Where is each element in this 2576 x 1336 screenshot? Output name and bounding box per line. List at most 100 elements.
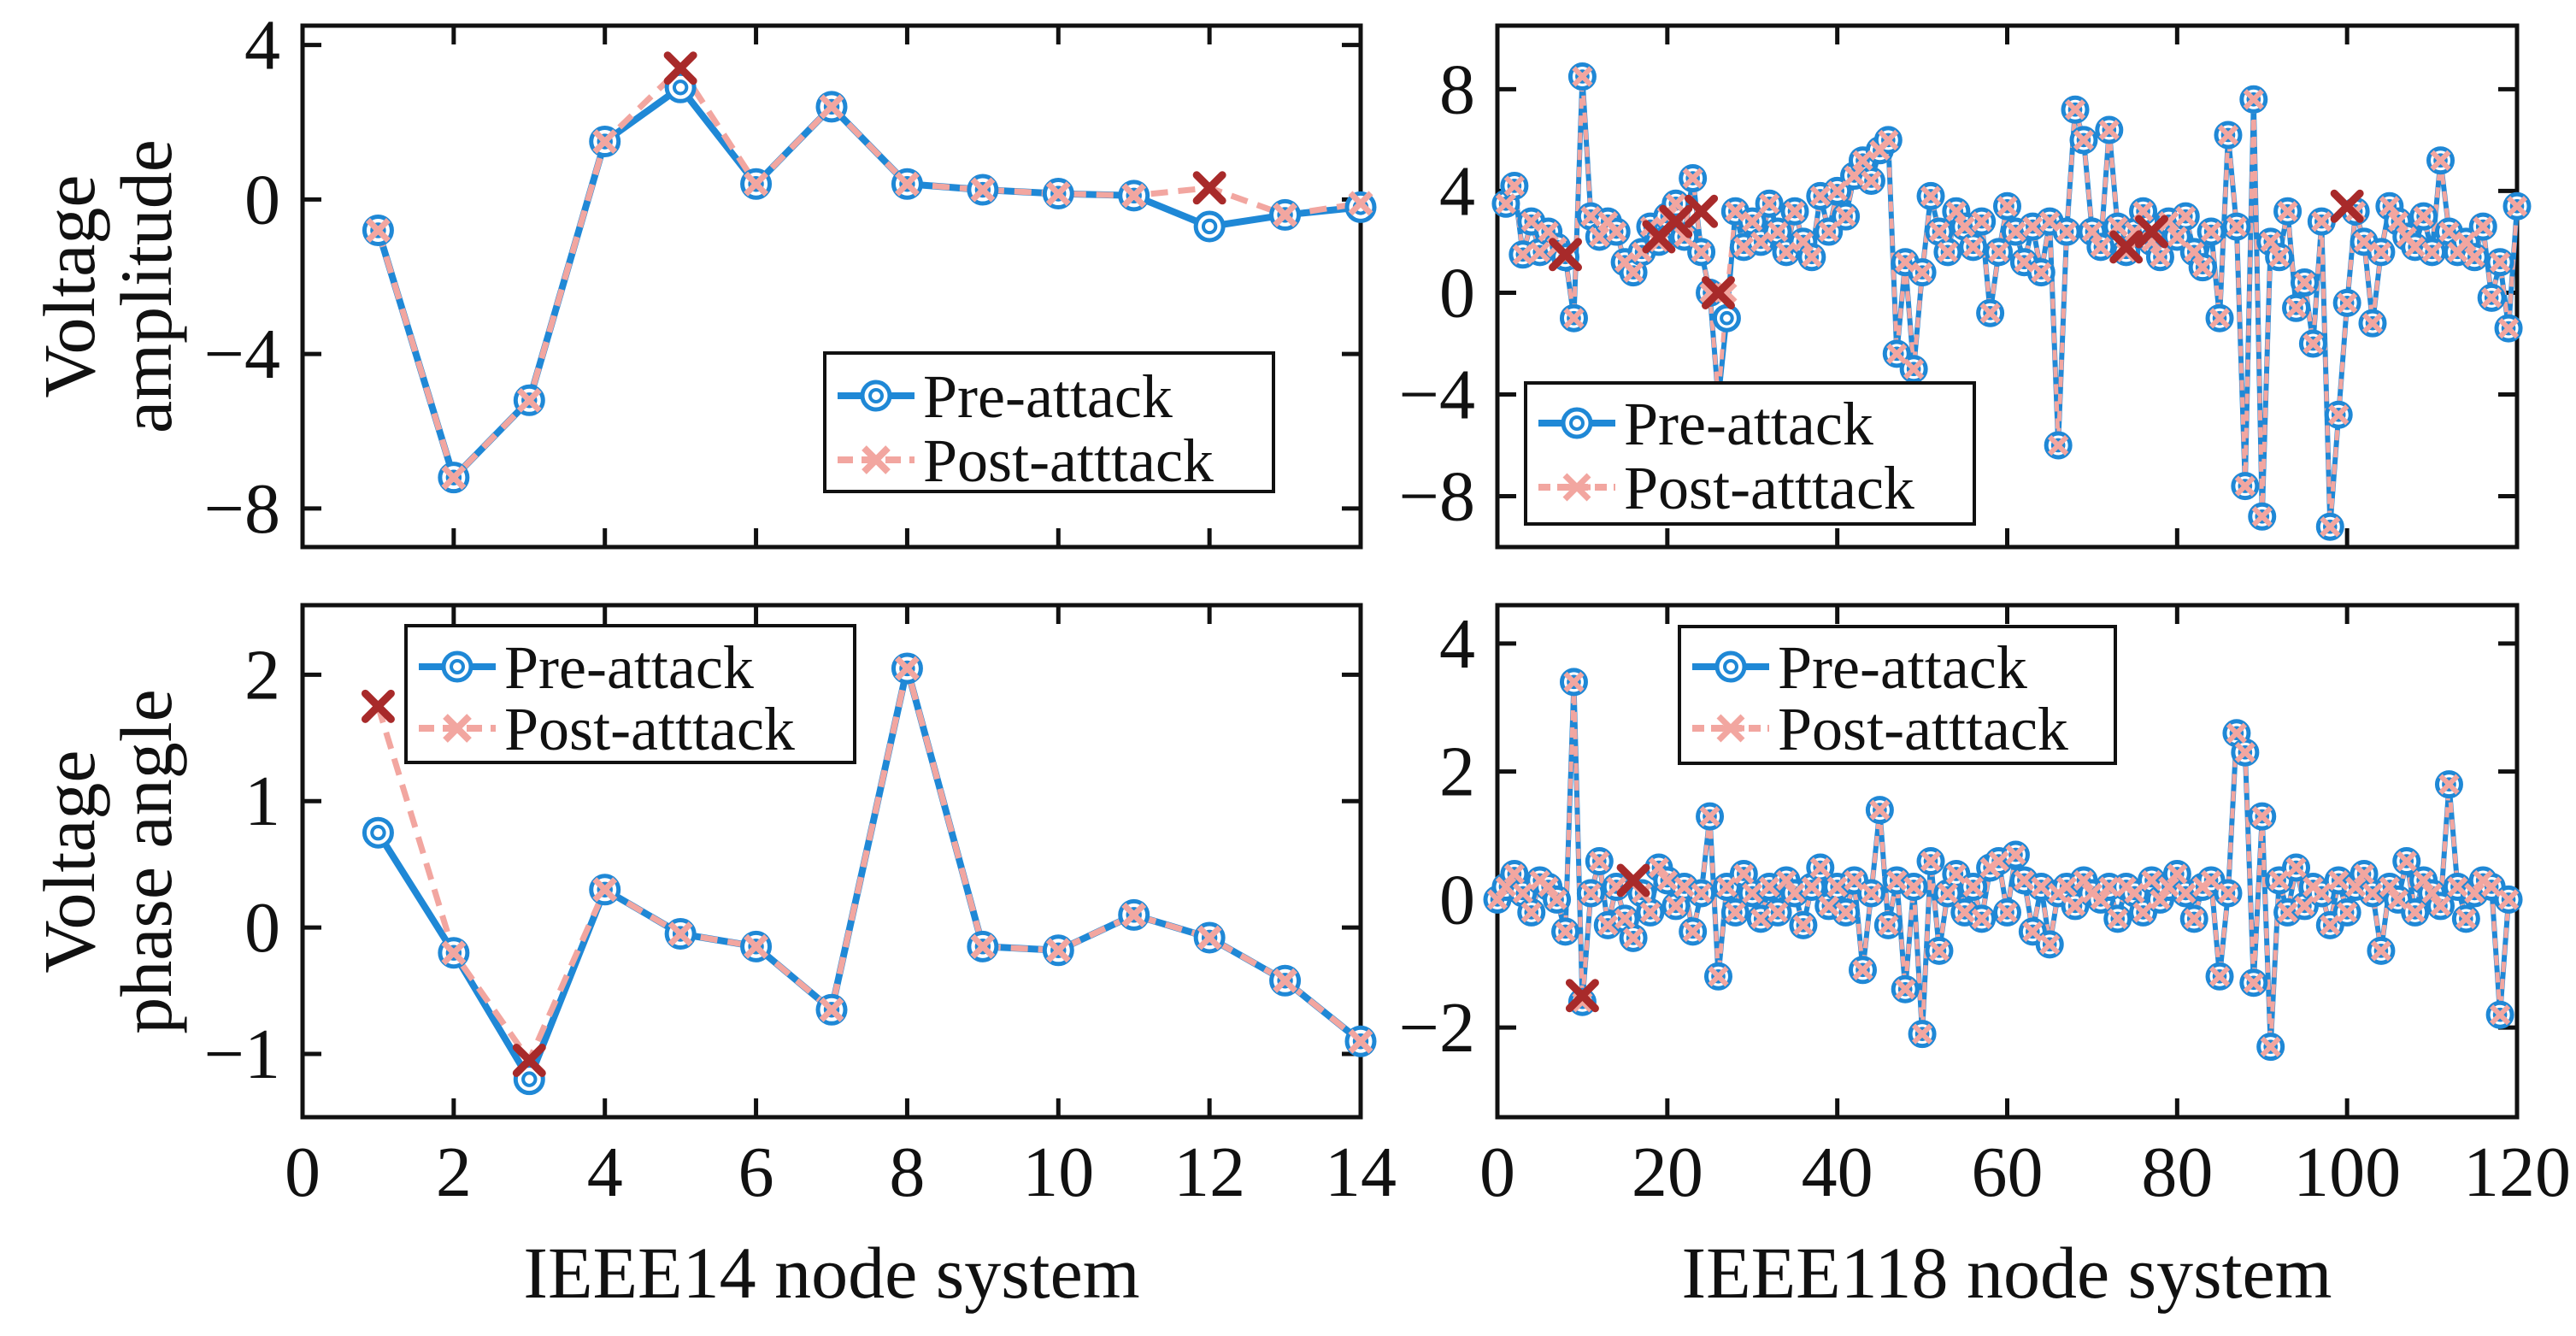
pre-attack-point-inner <box>1991 244 2006 260</box>
post-attack-point <box>1614 908 1636 930</box>
pre-attack-point-inner <box>2501 321 2516 336</box>
post-attack-point <box>1750 231 1772 253</box>
pre-attack-point-inner <box>1796 918 1811 933</box>
post-attack-point <box>1988 850 2009 872</box>
post-attack-point <box>2489 1004 2511 1026</box>
post-attack-point <box>2039 211 2061 232</box>
post-attack-point <box>1699 805 1720 827</box>
post-attack-point <box>1792 231 1814 253</box>
attacked-point-marker <box>1565 979 1599 1013</box>
pre-attack-point-inner <box>2306 336 2320 351</box>
pre-attack-point-inner <box>1804 880 1820 894</box>
pre-attack-point-inner <box>2297 275 2312 290</box>
post-attack-point <box>2260 1036 2281 1057</box>
post-attack-point <box>1928 221 1950 243</box>
pre-attack-point-inner <box>1932 944 1947 958</box>
y-tick-label: 2 <box>244 635 280 715</box>
post-attack-point <box>2328 869 2350 892</box>
post-attack-point <box>1886 869 1908 892</box>
panel-ieee14-angle: 210−1 0 2 4 6 8 10 12 14 Voltage phase angle IE… <box>28 603 1397 1314</box>
pre-attack-point-inner <box>1983 305 1997 321</box>
legend-pre-marker <box>1561 407 1593 439</box>
pre-attack-point-inner <box>672 79 689 96</box>
post-attack-point <box>1954 215 1975 238</box>
post-attack-point <box>1945 863 1967 885</box>
post-attack-point <box>1809 856 1831 879</box>
pre-attack-point-inner <box>2255 809 2270 824</box>
post-attack-point <box>2379 196 2401 217</box>
legend-post-marker <box>443 714 472 743</box>
pre-attack-point-inner <box>2365 315 2380 331</box>
pre-attack-point-inner <box>2356 234 2372 250</box>
pre-attack-point-inner <box>1838 209 1853 224</box>
post-attack-point <box>1801 876 1822 898</box>
pre-attack-point-inner <box>1923 854 1938 868</box>
post-attack-point <box>2048 434 2069 456</box>
y-tick-label: −8 <box>1399 456 1475 536</box>
x-tick-label: 12 <box>1173 1133 1245 1212</box>
post-attack-point <box>1861 170 1882 191</box>
pre-attack-point-inner <box>1703 809 1717 824</box>
legend-box <box>404 624 856 764</box>
post-attack-point <box>2226 215 2248 238</box>
post-attack-point <box>2208 966 2231 987</box>
post-attack-point <box>1273 202 1298 227</box>
post-attack-point <box>1725 201 1746 222</box>
x-tick-label: 14 <box>1325 1133 1397 1212</box>
post-attack-point <box>2285 297 2307 319</box>
pre-attack-point-inner <box>1685 924 1700 939</box>
post-attack-point <box>2150 246 2171 268</box>
pre-attack-point-inner <box>1897 255 1913 270</box>
pre-attack-point-inner <box>1761 196 1777 211</box>
post-attack-point <box>365 218 391 243</box>
pre-attack-point-inner <box>823 1002 840 1018</box>
y-tick-label: 4 <box>1439 604 1475 684</box>
legend-label-pre: Pre-attack <box>923 362 1173 431</box>
post-attack-point <box>1529 241 1550 262</box>
attacked-point-marker <box>1192 171 1226 205</box>
post-attack-point <box>819 997 844 1022</box>
post-attack-point <box>1801 246 1822 268</box>
post-attack-point <box>2107 908 2128 930</box>
post-attack-point <box>1622 927 1644 949</box>
post-attack-point <box>2192 256 2214 278</box>
post-attack-point <box>2243 89 2264 110</box>
post-attack-point <box>2175 206 2197 227</box>
pre-attack-point-inner <box>2212 310 2227 326</box>
post-attack-point <box>1844 165 1865 186</box>
post-attack-point <box>1725 902 1746 923</box>
pre-attack-point-inner <box>1974 911 1989 927</box>
legend-post-marker <box>1562 473 1591 502</box>
post-attack-point <box>2353 863 2375 885</box>
post-attack-point <box>2175 882 2197 904</box>
pre-attack-point-inner <box>1524 214 1539 229</box>
post-attack-point <box>1691 241 1712 262</box>
y-axis-label-line-1: Voltage <box>28 750 110 973</box>
post-attack-point <box>2268 246 2290 268</box>
legend-pre-marker-inner <box>1569 415 1585 431</box>
legend-pre-marker <box>441 650 473 683</box>
post-attack-point <box>1997 902 2018 923</box>
pre-attack-point-inner <box>2033 265 2049 280</box>
y-tick-label: 0 <box>1439 253 1475 333</box>
post-attack-point <box>819 94 844 120</box>
post-attack-point <box>1673 876 1695 898</box>
panel-ieee118-angle: 420−2 0 20 40 60 80 100 120 IEEE118 node syste… <box>1399 603 2571 1314</box>
pre-attack-point-inner <box>2059 224 2074 239</box>
legend-label-post: Post-atttack <box>1778 695 2068 763</box>
post-attack-point <box>2285 856 2307 879</box>
post-attack-point <box>1733 236 1755 257</box>
pre-attack-point-inner <box>2186 911 2202 927</box>
pre-attack-point-inner <box>2373 244 2389 260</box>
post-attack-point <box>2447 876 2468 898</box>
post-attack-point <box>2311 882 2332 904</box>
pre-attack-point-inner <box>2102 122 2117 138</box>
x-tick-label: 2 <box>436 1133 472 1212</box>
legend-label-post: Post-atttack <box>923 427 1214 495</box>
post-attack-point <box>2438 221 2460 243</box>
pre-attack-point-inner <box>2289 300 2303 315</box>
pre-attack-point <box>664 71 697 103</box>
pre-attack-point-inner <box>1864 886 1879 901</box>
post-attack-point <box>2217 882 2239 904</box>
